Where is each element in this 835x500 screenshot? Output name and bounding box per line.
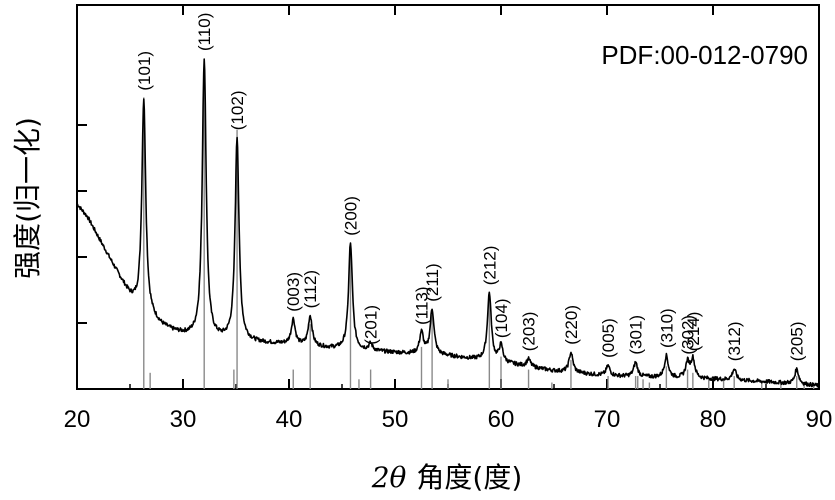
diffraction-pattern-line — [77, 59, 819, 387]
x-tick-label: 90 — [806, 406, 833, 433]
x-tick-labels: 20 30 40 50 60 70 80 90 — [64, 406, 833, 433]
peak-label: (205) — [788, 322, 807, 362]
x-axis-title: 2θ 角度(度) — [371, 461, 523, 494]
peak-label: (310) — [657, 308, 676, 348]
x-tick-label: 50 — [382, 406, 409, 433]
peak-label: (301) — [627, 315, 646, 355]
peak-label: (201) — [362, 305, 381, 345]
peak-label: (110) — [195, 13, 214, 51]
peak-label: (312) — [725, 322, 744, 362]
peak-label: (112) — [301, 270, 320, 308]
x-axis-theta: 2θ — [371, 461, 407, 494]
x-tick-label: 30 — [170, 406, 197, 433]
x-tick-label: 20 — [64, 406, 91, 433]
x-axis-text: 角度(度) — [416, 461, 522, 494]
peak-label: (214) — [684, 312, 703, 352]
peak-label: (101) — [135, 51, 154, 91]
peak-label: (203) — [520, 312, 539, 352]
peak-label: (220) — [562, 305, 581, 345]
peak-label: (212) — [480, 246, 499, 286]
x-tick-label: 60 — [488, 406, 515, 433]
x-tick-label: 40 — [276, 406, 303, 433]
x-tick-label: 70 — [594, 406, 621, 433]
peak-label: (102) — [228, 91, 247, 131]
peak-label: (104) — [492, 298, 511, 338]
peak-label: (005) — [599, 318, 618, 358]
y-axis-title: 强度(归一化) — [11, 117, 44, 279]
peak-label: (211) — [423, 263, 442, 301]
x-tick-label: 80 — [700, 406, 727, 433]
peak-label: (200) — [342, 196, 361, 236]
reference-pdf-label: PDF:00-012-0790 — [601, 40, 808, 70]
